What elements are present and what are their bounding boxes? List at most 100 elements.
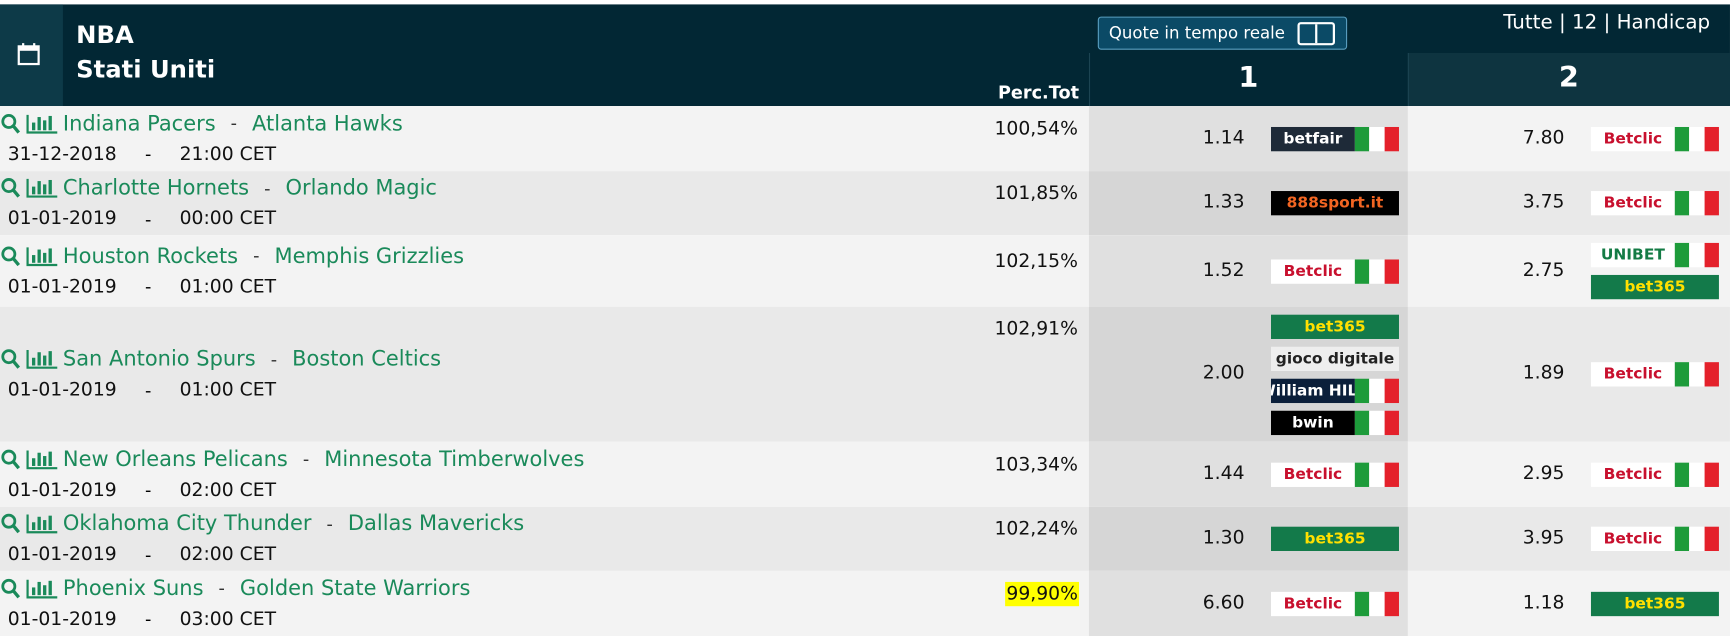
date: 01-01-2019	[7, 207, 117, 230]
bookmaker-name: Betclic	[1271, 462, 1355, 487]
bookmaker-logo[interactable]: Betclic	[1271, 462, 1399, 487]
home-team[interactable]: San Antonio Spurs	[62, 346, 256, 372]
odds-2[interactable]: 2.95	[1522, 462, 1565, 485]
row-icons[interactable]	[0, 348, 58, 370]
bookmaker-logo[interactable]: betfair	[1271, 126, 1399, 151]
odds-2[interactable]: 7.80	[1522, 126, 1565, 149]
perc-total: 102,15%	[994, 250, 1078, 273]
away-team[interactable]: Memphis Grizzlies	[274, 243, 465, 268]
bookmaker-name: betfair	[1271, 126, 1355, 151]
home-team[interactable]: Charlotte Hornets	[62, 175, 250, 200]
bookmaker-logo[interactable]: bwin	[1271, 410, 1399, 435]
match-info: Phoenix Suns ‑ Golden State Warriors 01-01-…	[0, 571, 470, 633]
away-team[interactable]: Golden State Warriors	[239, 575, 471, 601]
match-row: San Antonio Spurs ‑ Boston Celtics 01-01-20…	[0, 306, 1730, 442]
home-team[interactable]: Oklahoma City Thunder	[62, 511, 312, 536]
away-team[interactable]: Dallas Mavericks	[347, 511, 525, 536]
bookmaker-logo[interactable]: bet365	[1271, 526, 1399, 551]
flag	[1354, 591, 1399, 616]
bookmaker-logo[interactable]: bet365	[1590, 591, 1719, 616]
teams-line: Charlotte Hornets ‑ Orlando Magic	[0, 171, 437, 204]
time: 01:00 CET	[179, 275, 277, 298]
calendar-button[interactable]	[0, 4, 63, 107]
time: 00:00 CET	[179, 207, 277, 230]
time: 01:00 CET	[179, 378, 277, 401]
date: 01-01-2019	[7, 478, 117, 501]
date-line: 31-12-2018 ‑ 21:00 CET	[8, 140, 403, 169]
row-icons[interactable]	[0, 448, 58, 470]
match-row: Phoenix Suns ‑ Golden State Warriors 01-01-…	[0, 570, 1730, 636]
perc-total: 102,91%	[994, 318, 1078, 341]
bookmaker-logo[interactable]: Betclic	[1271, 591, 1399, 616]
flag	[1354, 126, 1399, 151]
separator: ‑	[144, 543, 152, 565]
bookmaker-logo[interactable]: Betclic	[1590, 126, 1719, 151]
time: 02:00 CET	[179, 543, 277, 566]
odds-1[interactable]: 1.52	[1202, 258, 1245, 282]
flag	[1354, 258, 1399, 284]
odds-2[interactable]: 3.95	[1522, 526, 1565, 549]
odds-1[interactable]: 6.60	[1202, 591, 1245, 614]
away-team[interactable]: Minnesota Timberwolves	[324, 446, 585, 471]
flag	[1354, 378, 1399, 403]
bookmaker-name: William HILL	[1271, 378, 1355, 403]
odds-2[interactable]: 3.75	[1522, 191, 1565, 214]
perc-total: 101,85%	[994, 182, 1078, 205]
bookmaker-name: bet365	[1271, 314, 1399, 339]
odds-1[interactable]: 1.14	[1202, 126, 1245, 149]
odds-1[interactable]: 1.33	[1202, 191, 1245, 214]
home-team[interactable]: Indiana Pacers	[62, 110, 216, 136]
odds-2[interactable]: 2.75	[1522, 258, 1565, 282]
row-icons[interactable]	[0, 512, 58, 534]
date: 01-01-2019	[7, 543, 117, 566]
realtime-toggle[interactable]: Quote in tempo reale	[1097, 16, 1348, 50]
row-icons[interactable]	[0, 245, 58, 267]
bookmaker-logo[interactable]: Betclic	[1590, 526, 1719, 551]
date-line: 01-01-2019 ‑ 01:00 CET	[8, 272, 464, 301]
time: 03:00 CET	[179, 607, 277, 630]
bookmaker-name: Betclic	[1590, 126, 1675, 151]
bookmaker-logo[interactable]: bet365	[1590, 274, 1719, 300]
flag	[1674, 462, 1719, 487]
teams-line: Oklahoma City Thunder ‑ Dallas Mavericks	[0, 507, 524, 540]
bookmaker-logo[interactable]: 888sport.it	[1271, 191, 1399, 216]
odds-2[interactable]: 1.18	[1522, 591, 1565, 614]
odds-1[interactable]: 1.30	[1202, 526, 1245, 549]
bookmaker-logo[interactable]: Betclic	[1590, 462, 1719, 487]
odds-1[interactable]: 2.00	[1202, 362, 1245, 385]
row-icons[interactable]	[0, 112, 58, 134]
bookmaker-logo[interactable]: Betclic	[1590, 362, 1719, 387]
bookmaker-name: bet365	[1271, 526, 1399, 551]
separator: ‑	[144, 208, 152, 230]
home-team[interactable]: Houston Rockets	[62, 243, 239, 268]
toggle-label: Quote in tempo reale	[1108, 23, 1285, 44]
odds-2[interactable]: 1.89	[1522, 362, 1565, 385]
bookmaker-logo[interactable]: gioco digitale	[1271, 346, 1399, 371]
teams-line: Indiana Pacers ‑ Atlanta Hawks	[0, 107, 403, 140]
country: Stati Uniti	[76, 56, 216, 84]
row-icons[interactable]	[0, 577, 58, 599]
bookmaker-logo[interactable]: Betclic	[1590, 191, 1719, 216]
home-team[interactable]: New Orleans Pelicans	[62, 446, 288, 471]
bookmaker-name: 888sport.it	[1271, 191, 1399, 216]
odds-1[interactable]: 1.44	[1202, 462, 1245, 485]
bookmaker-name: UNIBET	[1590, 242, 1675, 268]
bookmaker-logo[interactable]: UNIBET	[1590, 242, 1719, 268]
teams-line: Houston Rockets ‑ Memphis Grizzlies	[0, 239, 464, 272]
home-team[interactable]: Phoenix Suns	[62, 575, 204, 601]
bookmaker-logo[interactable]: William HILL	[1271, 378, 1399, 403]
time: 21:00 CET	[179, 142, 277, 166]
perc-total: 100,54%	[994, 117, 1078, 140]
bookmaker-logo[interactable]: bet365	[1271, 314, 1399, 339]
bookmaker-logo[interactable]: Betclic	[1271, 258, 1399, 284]
row-icons[interactable]	[0, 177, 58, 199]
date: 31-12-2018	[7, 142, 117, 166]
away-team[interactable]: Atlanta Hawks	[252, 110, 403, 136]
away-team[interactable]: Orlando Magic	[285, 175, 437, 200]
time: 02:00 CET	[179, 478, 277, 501]
toggle-switch	[1297, 21, 1335, 45]
market-filter[interactable]: Tutte | 12 | Handicap	[1503, 11, 1711, 35]
match-info: Charlotte Hornets ‑ Orlando Magic 01-01-201…	[0, 171, 437, 233]
away-team[interactable]: Boston Celtics	[292, 346, 442, 372]
separator: ‑	[264, 177, 271, 199]
